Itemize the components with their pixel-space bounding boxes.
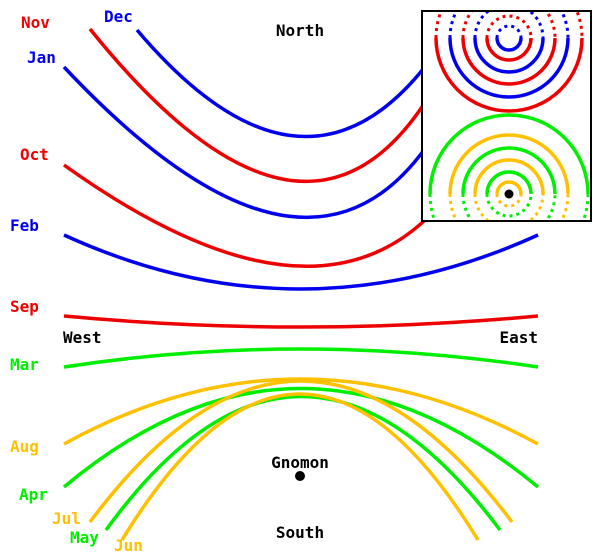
curve-mar xyxy=(63,347,539,369)
curve-dec xyxy=(135,28,426,139)
west-label: West xyxy=(63,328,102,347)
month-label-jun: Jun xyxy=(114,536,143,553)
inset-upper-ring-2 xyxy=(485,37,533,62)
inset-lower-ring-5 xyxy=(448,133,570,195)
inset-upper-ring-3 xyxy=(473,37,545,74)
curve-oct xyxy=(62,163,426,268)
inset-lower-ring-1 xyxy=(495,180,523,195)
inset-lower-ring-3 xyxy=(473,158,545,195)
curve-jan xyxy=(62,65,426,220)
month-label-feb: Feb xyxy=(10,216,39,235)
inset-lower-ring-4 xyxy=(461,146,557,195)
gnomon-label: Gnomon xyxy=(271,453,329,472)
inset-panel xyxy=(421,10,592,222)
inset-upper-dotted-2 xyxy=(485,14,533,39)
month-label-mar: Mar xyxy=(10,355,39,374)
inset-lower-dotted-3 xyxy=(473,193,545,220)
inset-upper-dotted-3 xyxy=(473,12,545,39)
gnomon-dot xyxy=(295,471,305,481)
curve-may xyxy=(104,394,502,532)
inset-lower-ring-6 xyxy=(428,113,590,195)
curve-sep xyxy=(63,314,539,329)
month-label-apr: Apr xyxy=(19,485,48,504)
curve-jul xyxy=(88,379,514,524)
inset-upper-ring-6 xyxy=(434,37,584,113)
curve-jun xyxy=(120,392,480,541)
north-label: North xyxy=(276,21,324,40)
month-label-dec: Dec xyxy=(104,7,133,26)
inset-upper-ring-5 xyxy=(448,37,570,99)
south-label: South xyxy=(276,523,324,542)
month-label-jul: Jul xyxy=(52,509,81,528)
inset-lower-dotted-2 xyxy=(485,193,533,218)
inset-upper-ring-1 xyxy=(495,37,523,52)
curve-apr xyxy=(62,386,540,489)
inset-upper-ring-4 xyxy=(461,37,557,86)
month-label-sep: Sep xyxy=(10,297,39,316)
east-label: East xyxy=(499,328,538,347)
inset-gnomon-dot xyxy=(504,189,514,199)
curve-nov xyxy=(88,27,426,183)
month-label-jan: Jan xyxy=(27,48,56,67)
month-label-oct: Oct xyxy=(20,145,49,164)
month-label-nov: Nov xyxy=(21,13,50,32)
inset-lower-ring-2 xyxy=(485,170,533,195)
month-label-aug: Aug xyxy=(10,437,39,456)
month-label-may: May xyxy=(70,528,99,547)
curve-feb xyxy=(63,233,539,291)
curve-aug xyxy=(63,377,539,446)
